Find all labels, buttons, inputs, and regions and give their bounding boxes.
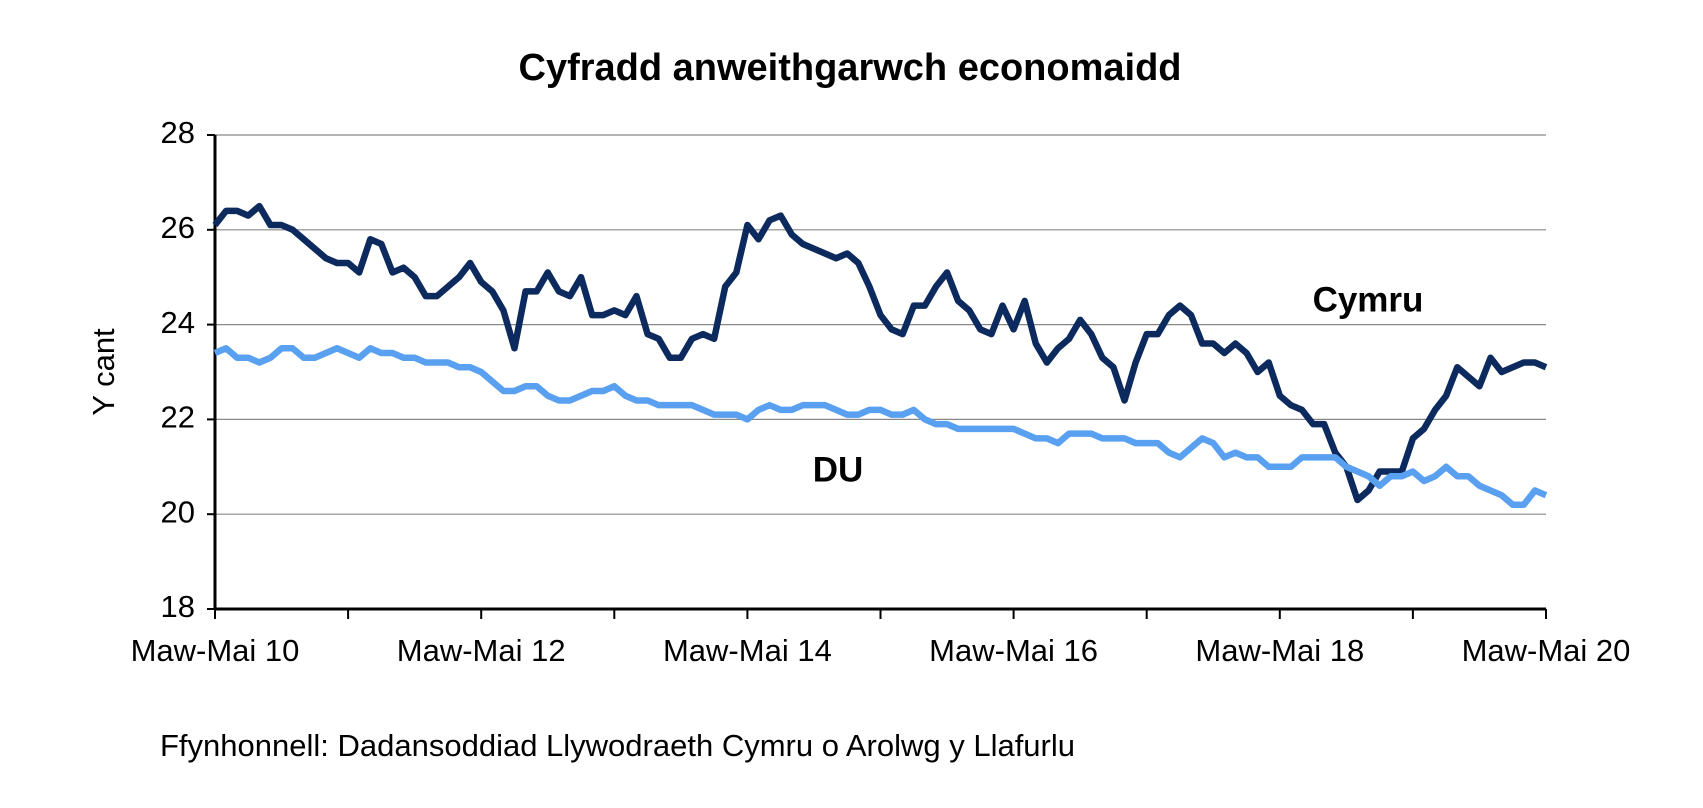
y-tick-label: 28 xyxy=(161,115,195,150)
x-tick-label: Maw-Mai 16 xyxy=(929,633,1098,668)
chart-title: Cyfradd anweithgarwch economaidd xyxy=(519,47,1182,89)
x-tick-label: Maw-Mai 12 xyxy=(397,633,566,668)
y-tick-label: 24 xyxy=(161,305,195,340)
x-tick-label: Maw-Mai 14 xyxy=(663,633,832,668)
y-tick-label: 22 xyxy=(161,400,195,435)
series-line xyxy=(213,345,1548,508)
x-tick-label: Maw-Mai 18 xyxy=(1195,633,1364,668)
series-label: Cymru xyxy=(1313,280,1424,319)
y-tick-label: 18 xyxy=(161,589,195,624)
series-label: DU xyxy=(813,450,864,489)
y-tick-label: 20 xyxy=(161,494,195,529)
y-tick-label: 26 xyxy=(161,210,195,245)
series-line xyxy=(212,202,1548,504)
x-tick-label: Maw-Mai 10 xyxy=(131,633,300,668)
y-axis-label: Y cant xyxy=(86,328,121,416)
plot-area: 18 20 22 24 26 28 Maw-Mai 10 Maw-Mai 12 Maw-Mai … xyxy=(131,115,1631,668)
source-note: Ffynhonnell: Dadansoddiad Llywodraeth Cy… xyxy=(160,728,1075,763)
x-tick-label: Maw-Mai 20 xyxy=(1462,633,1631,668)
